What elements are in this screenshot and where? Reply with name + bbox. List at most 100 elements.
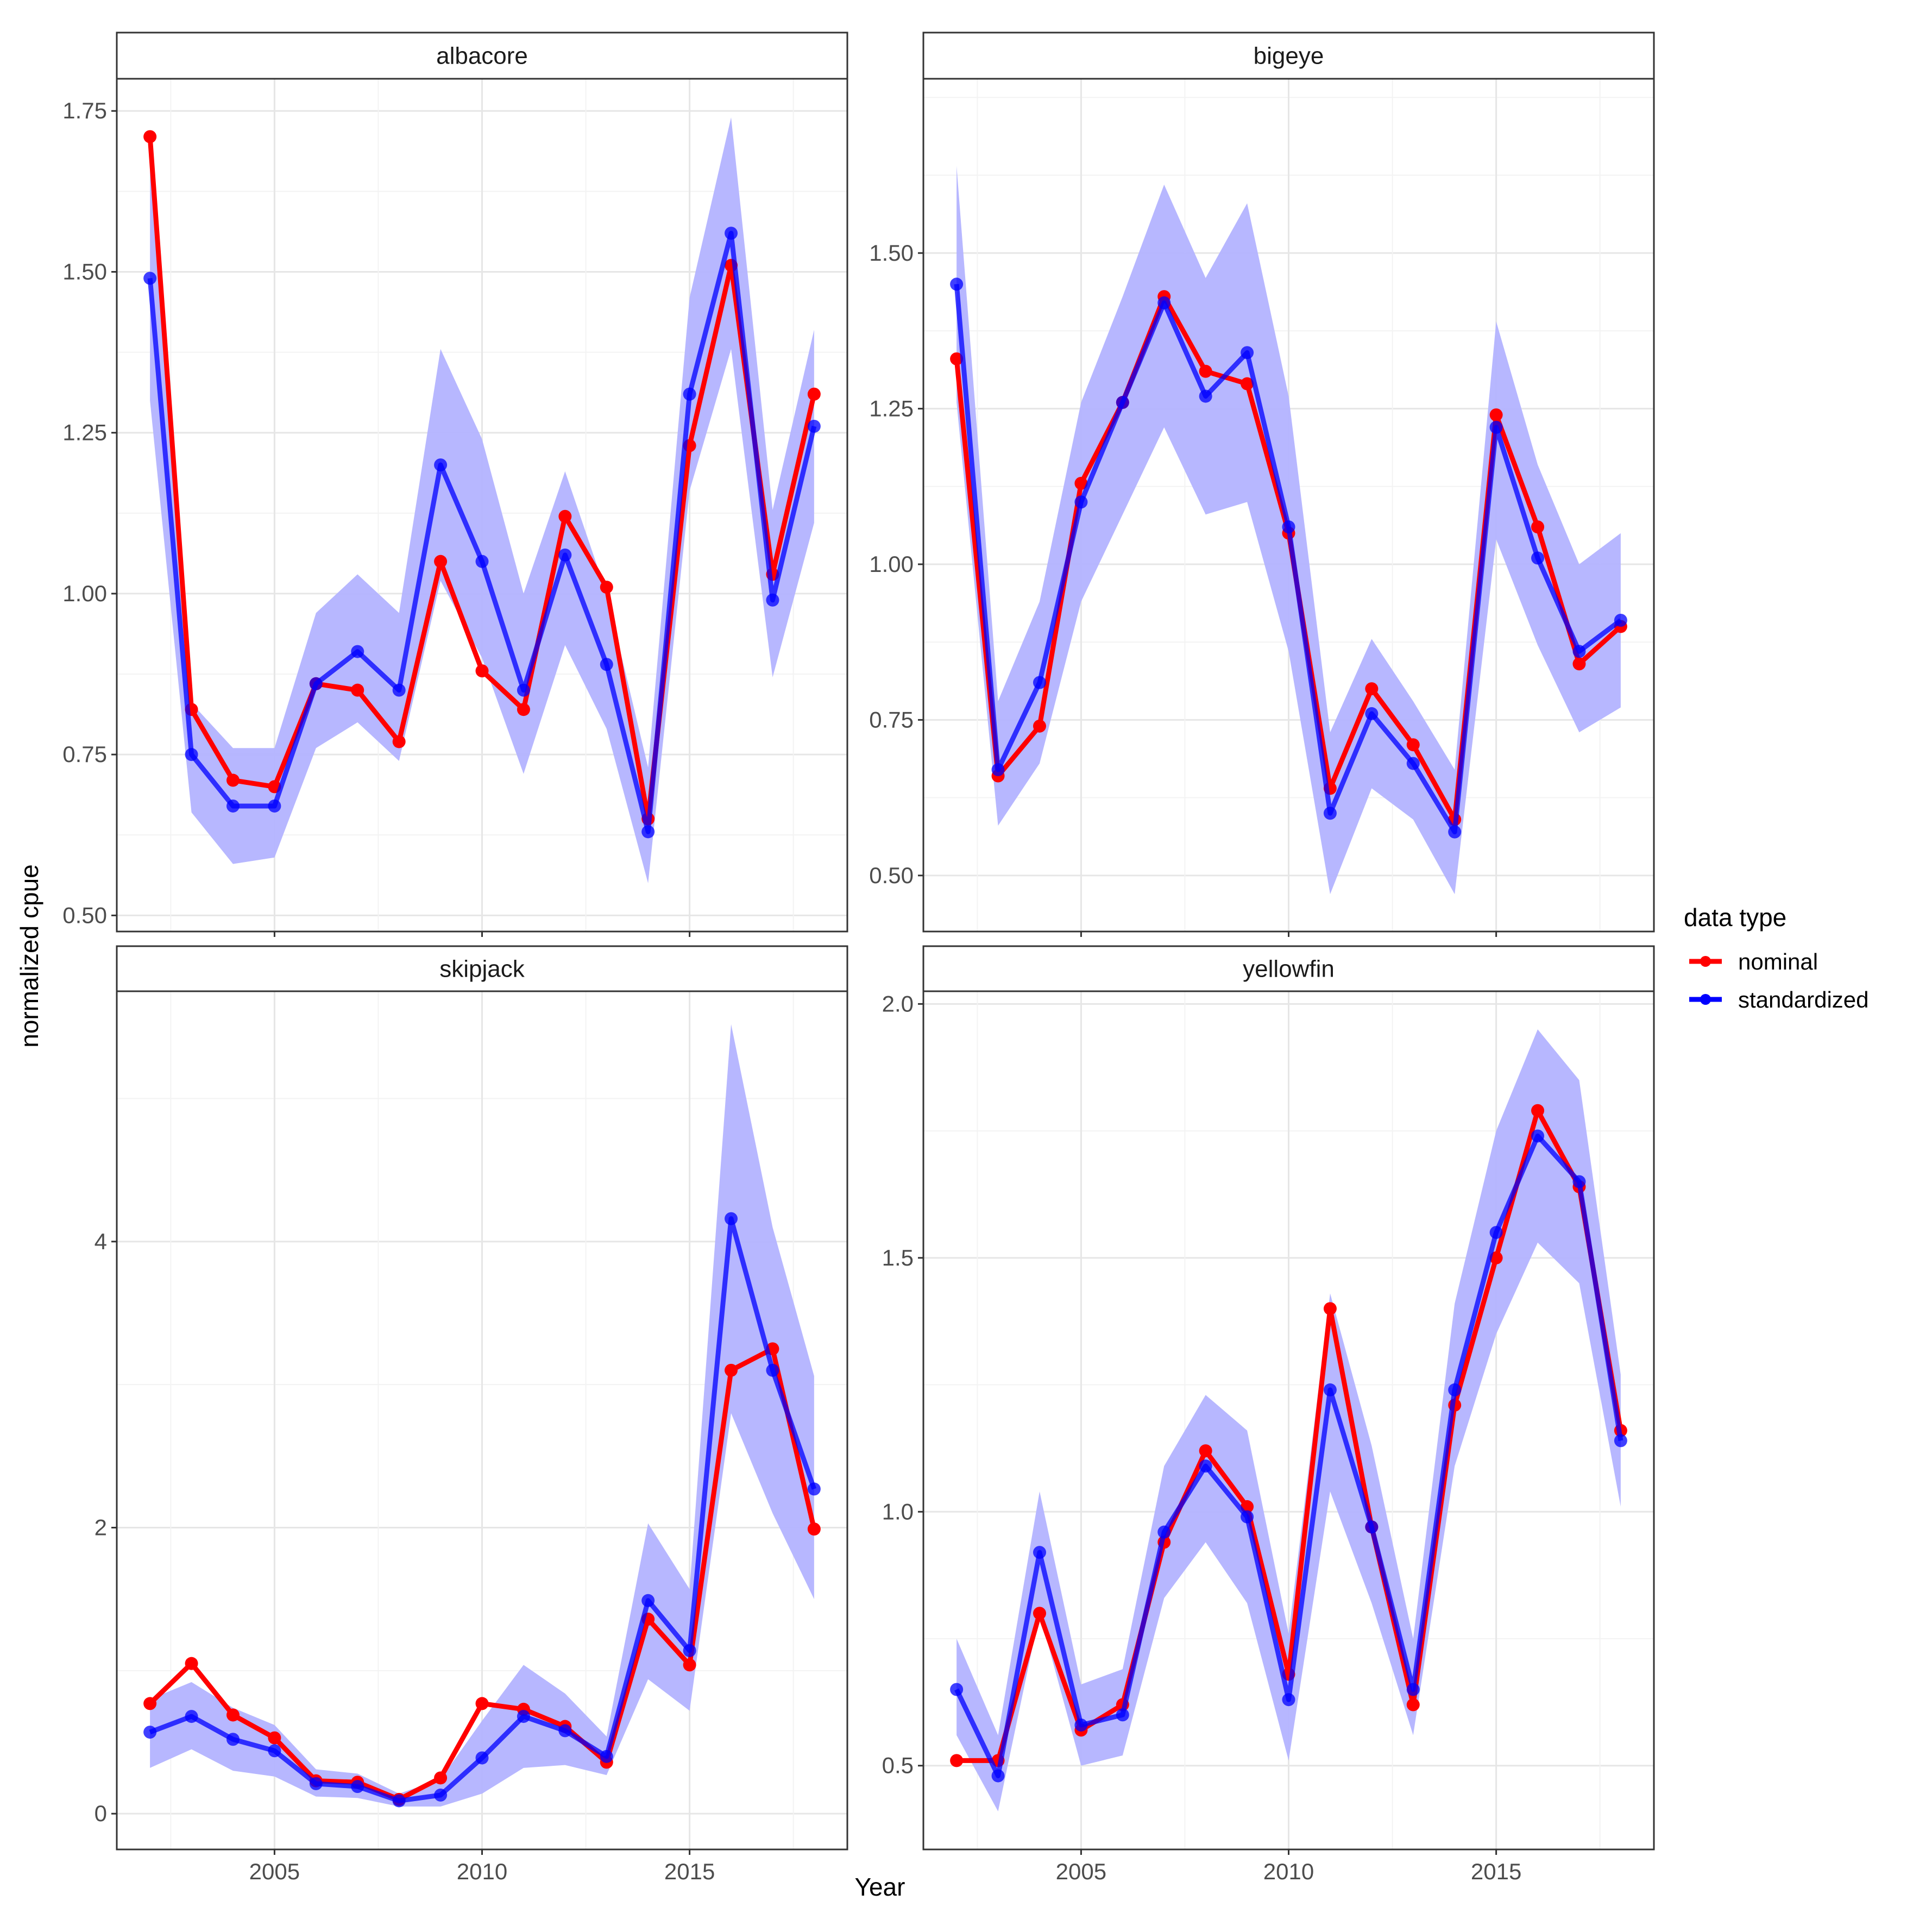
point-standardized-yellowfin-2015 [1489,1226,1503,1239]
y-tick-label: 1.0 [882,1499,914,1524]
y-tick-label: 2 [95,1515,107,1540]
y-tick-label: 0.75 [62,741,107,767]
point-nominal-albacore-2004 [226,773,240,787]
y-tick-label: 1.5 [882,1245,914,1270]
point-nominal-bigeye-2013 [1406,738,1420,752]
point-nominal-skipjack-2010 [475,1697,489,1710]
point-standardized-bigeye-2002 [950,278,964,291]
point-standardized-skipjack-2017 [766,1363,779,1377]
point-nominal-bigeye-2015 [1489,408,1503,421]
x-tick-label: 2005 [249,1859,300,1884]
y-tick-label: 0.50 [869,863,914,888]
confidence-band-skipjack [150,1024,814,1807]
point-nominal-yellowfin-2002 [950,1754,964,1767]
strip-label-albacore: albacore [436,43,528,70]
x-tick-label: 2005 [1056,1859,1106,1884]
legend-key-nominal-point [1700,956,1711,967]
y-tick-label: 4 [95,1229,107,1254]
point-nominal-bigeye-2017 [1572,657,1586,671]
y-tick-label: 1.50 [62,259,107,284]
point-standardized-bigeye-2014 [1448,825,1462,839]
facet-panels: albacore0.500.751.001.251.501.75bigeye0.… [62,32,1655,1884]
point-standardized-albacore-2005 [268,799,281,813]
point-standardized-albacore-2003 [185,748,198,762]
point-standardized-albacore-2008 [392,683,406,697]
strip-label-yellowfin: yellowfin [1243,956,1335,983]
point-nominal-bigeye-2008 [1199,364,1212,378]
point-standardized-yellowfin-2003 [991,1769,1005,1783]
y-tick-label: 1.75 [62,98,107,123]
point-standardized-yellowfin-2012 [1365,1520,1379,1534]
point-standardized-bigeye-2016 [1531,551,1545,565]
y-tick-label: 2.0 [882,991,914,1016]
point-standardized-albacore-2009 [434,458,448,471]
point-standardized-albacore-2004 [226,799,240,813]
point-nominal-bigeye-2002 [950,352,964,366]
panel-yellowfin: yellowfin 0.5 1.0 1.5 2.0 2005 2010 2015 [882,945,1655,1884]
x-axis-title: Year [855,1873,905,1901]
y-tick-label: 1.00 [869,551,914,577]
x-tick-label: 2010 [457,1859,507,1884]
point-nominal-bigeye-2004 [1033,719,1046,733]
point-standardized-bigeye-2017 [1572,645,1586,658]
point-standardized-albacore-2007 [351,645,364,658]
point-nominal-bigeye-2012 [1365,682,1379,696]
strip-label-skipjack: skipjack [439,956,525,983]
y-tick-label: 0.50 [62,902,107,928]
point-standardized-albacore-2014 [641,825,655,839]
legend-title: data type [1684,903,1786,932]
point-nominal-yellowfin-2013 [1406,1698,1420,1711]
point-standardized-skipjack-2007 [351,1780,364,1793]
y-tick-label: 0 [95,1801,107,1826]
x-tick-label: 2015 [664,1859,715,1884]
y-tick-label: 0.75 [869,707,914,732]
point-nominal-albacore-2008 [392,735,406,748]
point-standardized-bigeye-2015 [1489,420,1503,434]
y-tick-label: 1.25 [62,420,107,445]
point-standardized-skipjack-2012 [558,1724,572,1738]
point-standardized-albacore-2012 [558,548,572,562]
point-standardized-yellowfin-2018 [1614,1434,1627,1448]
point-standardized-albacore-2017 [766,593,779,607]
panel-bigeye: bigeye 0.50 0.75 1.00 1.25 1.50 [869,32,1655,937]
strip-label-bigeye: bigeye [1254,43,1324,70]
point-nominal-albacore-2013 [600,581,613,594]
point-standardized-bigeye-2008 [1199,389,1212,403]
point-standardized-skipjack-2014 [641,1594,655,1607]
point-standardized-yellowfin-2006 [1116,1708,1129,1722]
point-standardized-yellowfin-2011 [1323,1383,1337,1396]
point-standardized-albacore-2013 [600,658,613,671]
point-standardized-albacore-2011 [517,683,530,697]
point-nominal-yellowfin-2015 [1489,1251,1503,1264]
legend-key-standardized-point [1700,994,1711,1005]
point-standardized-albacore-2002 [143,272,157,285]
panel-skipjack: skipjack 0 2 4 2005 2010 2015 [95,945,848,1884]
point-nominal-skipjack-2018 [807,1522,821,1536]
point-nominal-albacore-2010 [475,664,489,678]
point-standardized-skipjack-2016 [725,1212,738,1225]
y-tick-label: 0.5 [882,1753,914,1778]
y-axis-title: normalized cpue [15,864,43,1048]
point-nominal-skipjack-2016 [725,1363,738,1377]
strip-skipjack [116,945,848,992]
point-standardized-albacore-2018 [807,419,821,433]
x-tick-label: 2010 [1263,1859,1314,1884]
point-standardized-skipjack-2009 [434,1788,448,1802]
strip-albacore [116,32,848,80]
point-nominal-albacore-2018 [807,387,821,401]
point-standardized-skipjack-2003 [185,1710,198,1723]
point-standardized-skipjack-2002 [143,1726,157,1739]
point-nominal-skipjack-2004 [226,1708,240,1722]
point-standardized-bigeye-2003 [991,763,1005,777]
point-nominal-yellowfin-2004 [1033,1607,1046,1620]
y-tick-label: 1.25 [869,395,914,421]
point-nominal-skipjack-2015 [683,1658,696,1672]
x-tick-label: 2015 [1471,1859,1521,1884]
point-standardized-yellowfin-2010 [1282,1693,1295,1707]
point-standardized-skipjack-2005 [268,1744,281,1758]
point-standardized-yellowfin-2014 [1448,1383,1462,1396]
point-standardized-albacore-2006 [309,677,323,690]
point-standardized-bigeye-2011 [1323,807,1337,820]
point-standardized-yellowfin-2016 [1531,1129,1545,1143]
point-standardized-bigeye-2010 [1282,520,1295,534]
